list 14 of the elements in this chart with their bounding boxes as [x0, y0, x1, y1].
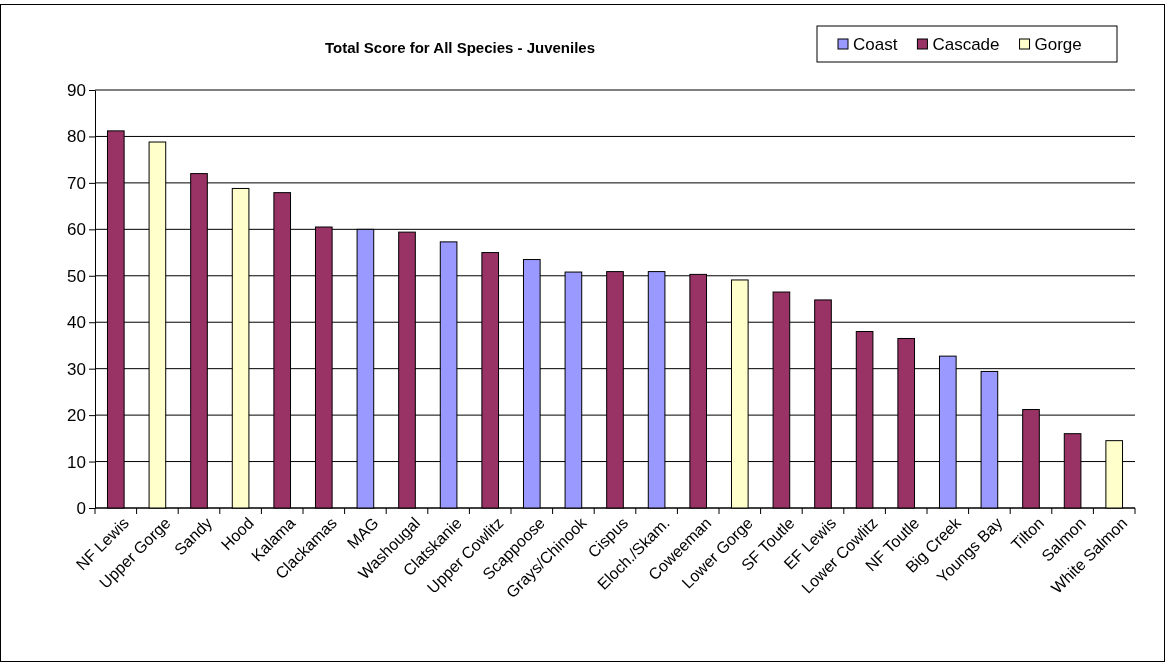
y-tick-label: 30	[67, 359, 86, 379]
y-tick-label: 10	[67, 452, 86, 472]
legend-label: Coast	[853, 35, 898, 54]
y-tick-label: 50	[67, 266, 86, 286]
y-tick-label: 20	[67, 406, 86, 426]
legend-label: Gorge	[1034, 35, 1082, 54]
y-tick-label: 40	[67, 313, 86, 333]
y-tick-label: 90	[67, 80, 86, 100]
legend-label: Cascade	[932, 35, 1000, 54]
chart-title: Total Score for All Species - Juveniles	[324, 39, 596, 56]
y-tick-label: 0	[76, 498, 86, 518]
y-tick-label: 70	[67, 173, 86, 193]
y-tick-label: 60	[67, 220, 86, 240]
y-tick-label: 80	[67, 127, 86, 147]
